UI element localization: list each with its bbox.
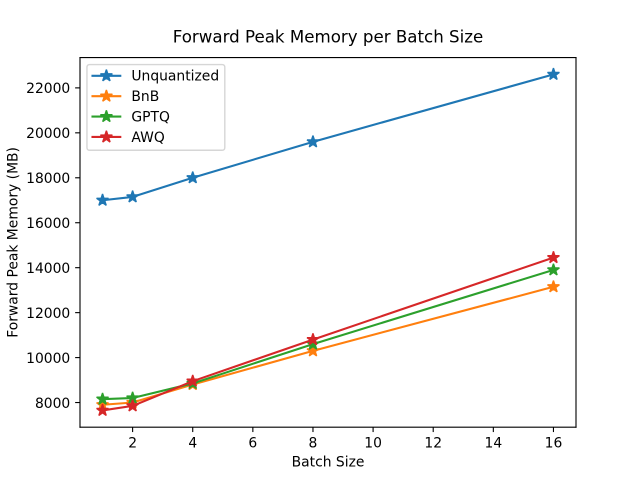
svg-text:GPTQ: GPTQ: [131, 109, 170, 125]
svg-text:Batch Size: Batch Size: [292, 454, 365, 470]
svg-text:22000: 22000: [26, 81, 70, 97]
svg-text:BnB: BnB: [131, 89, 159, 105]
svg-text:18000: 18000: [26, 171, 70, 187]
svg-text:2: 2: [128, 435, 137, 451]
svg-text:12000: 12000: [26, 306, 70, 322]
svg-text:12: 12: [424, 435, 442, 451]
svg-text:4: 4: [188, 435, 197, 451]
svg-text:AWQ: AWQ: [131, 130, 164, 146]
svg-text:10: 10: [364, 435, 382, 451]
svg-text:8: 8: [309, 435, 318, 451]
svg-text:Forward Peak Memory per Batch: Forward Peak Memory per Batch Size: [173, 27, 483, 46]
svg-text:8000: 8000: [35, 396, 70, 412]
svg-text:14: 14: [485, 435, 503, 451]
svg-text:6: 6: [248, 435, 257, 451]
svg-text:Forward Peak Memory (MB): Forward Peak Memory (MB): [6, 147, 22, 338]
svg-text:10000: 10000: [26, 351, 70, 367]
svg-text:16: 16: [545, 435, 563, 451]
svg-text:14000: 14000: [26, 261, 70, 277]
svg-text:Unquantized: Unquantized: [131, 69, 219, 85]
svg-text:16000: 16000: [26, 216, 70, 232]
svg-text:20000: 20000: [26, 126, 70, 142]
